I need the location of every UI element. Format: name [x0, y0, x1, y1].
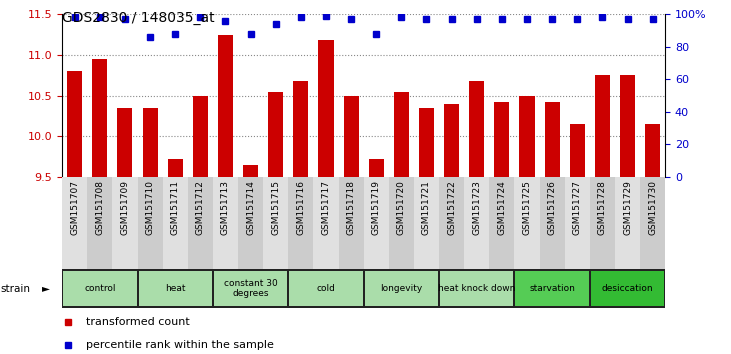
Bar	[137, 177, 163, 269]
Bar	[539, 177, 564, 269]
Bar	[364, 177, 389, 269]
Bar	[87, 177, 113, 269]
Text: GSM151726: GSM151726	[548, 180, 556, 235]
Bar	[419, 108, 434, 177]
Bar	[319, 40, 333, 177]
Bar	[67, 71, 83, 177]
Text: GSM151722: GSM151722	[447, 180, 456, 234]
Bar	[344, 96, 359, 177]
Bar	[218, 34, 233, 177]
Text: GSM151724: GSM151724	[497, 180, 507, 234]
Bar	[440, 270, 513, 307]
Bar	[615, 177, 640, 269]
Text: control: control	[84, 284, 115, 293]
Bar	[564, 177, 590, 269]
Bar	[139, 270, 212, 307]
Text: GSM151711: GSM151711	[171, 180, 180, 235]
Text: GSM151719: GSM151719	[372, 180, 381, 235]
Text: constant 30
degrees: constant 30 degrees	[224, 279, 278, 298]
Text: ►: ►	[42, 284, 50, 293]
Bar	[314, 177, 338, 269]
Text: GSM151710: GSM151710	[145, 180, 154, 235]
Text: GSM151712: GSM151712	[196, 180, 205, 235]
Text: GSM151715: GSM151715	[271, 180, 280, 235]
Bar	[188, 177, 213, 269]
Bar	[143, 108, 158, 177]
Text: GSM151709: GSM151709	[121, 180, 129, 235]
Bar	[214, 270, 287, 307]
Bar	[464, 177, 489, 269]
Text: GSM151729: GSM151729	[623, 180, 632, 235]
Bar	[545, 102, 560, 177]
Bar	[645, 124, 660, 177]
Text: GSM151718: GSM151718	[346, 180, 355, 235]
Text: GSM151720: GSM151720	[397, 180, 406, 235]
Text: GSM151728: GSM151728	[598, 180, 607, 235]
Bar	[590, 177, 615, 269]
Bar	[268, 91, 284, 177]
Bar	[167, 159, 183, 177]
Bar	[489, 177, 515, 269]
Text: GSM151717: GSM151717	[322, 180, 330, 235]
Text: GSM151721: GSM151721	[422, 180, 431, 235]
Bar	[238, 177, 263, 269]
Text: GSM151730: GSM151730	[648, 180, 657, 235]
Bar	[620, 75, 635, 177]
Text: cold: cold	[317, 284, 336, 293]
Text: strain: strain	[1, 284, 31, 293]
Bar	[62, 177, 87, 269]
Text: GSM151708: GSM151708	[95, 180, 105, 235]
Text: GSM151723: GSM151723	[472, 180, 481, 235]
Bar	[640, 177, 665, 269]
Bar	[414, 177, 439, 269]
Text: percentile rank within the sample: percentile rank within the sample	[86, 340, 274, 350]
Bar	[92, 59, 107, 177]
Text: transformed count: transformed count	[86, 317, 190, 327]
Text: heat: heat	[165, 284, 186, 293]
Bar	[118, 108, 132, 177]
Text: GSM151727: GSM151727	[573, 180, 582, 235]
Bar	[494, 102, 510, 177]
Text: GSM151714: GSM151714	[246, 180, 255, 235]
Bar	[469, 81, 484, 177]
Bar	[515, 270, 589, 307]
Bar	[213, 177, 238, 269]
Bar	[365, 270, 438, 307]
Bar	[162, 177, 188, 269]
Text: GSM151725: GSM151725	[523, 180, 531, 235]
Bar	[338, 177, 364, 269]
Bar	[113, 177, 137, 269]
Text: desiccation: desiccation	[602, 284, 654, 293]
Text: starvation: starvation	[529, 284, 575, 293]
Text: heat knock down: heat knock down	[438, 284, 515, 293]
Bar	[520, 96, 534, 177]
Bar	[515, 177, 539, 269]
Bar	[293, 81, 308, 177]
Bar	[591, 270, 664, 307]
Text: GSM151707: GSM151707	[70, 180, 79, 235]
Bar	[243, 165, 258, 177]
Bar	[444, 104, 459, 177]
Text: GDS2830 / 148035_at: GDS2830 / 148035_at	[62, 11, 215, 25]
Bar	[193, 96, 208, 177]
Bar	[569, 124, 585, 177]
Text: GSM151713: GSM151713	[221, 180, 230, 235]
Bar	[368, 159, 384, 177]
Bar	[439, 177, 464, 269]
Bar	[595, 75, 610, 177]
Bar	[63, 270, 137, 307]
Text: GSM151716: GSM151716	[296, 180, 306, 235]
Bar	[289, 270, 363, 307]
Bar	[288, 177, 314, 269]
Bar	[394, 91, 409, 177]
Bar	[263, 177, 288, 269]
Text: longevity: longevity	[380, 284, 423, 293]
Bar	[389, 177, 414, 269]
